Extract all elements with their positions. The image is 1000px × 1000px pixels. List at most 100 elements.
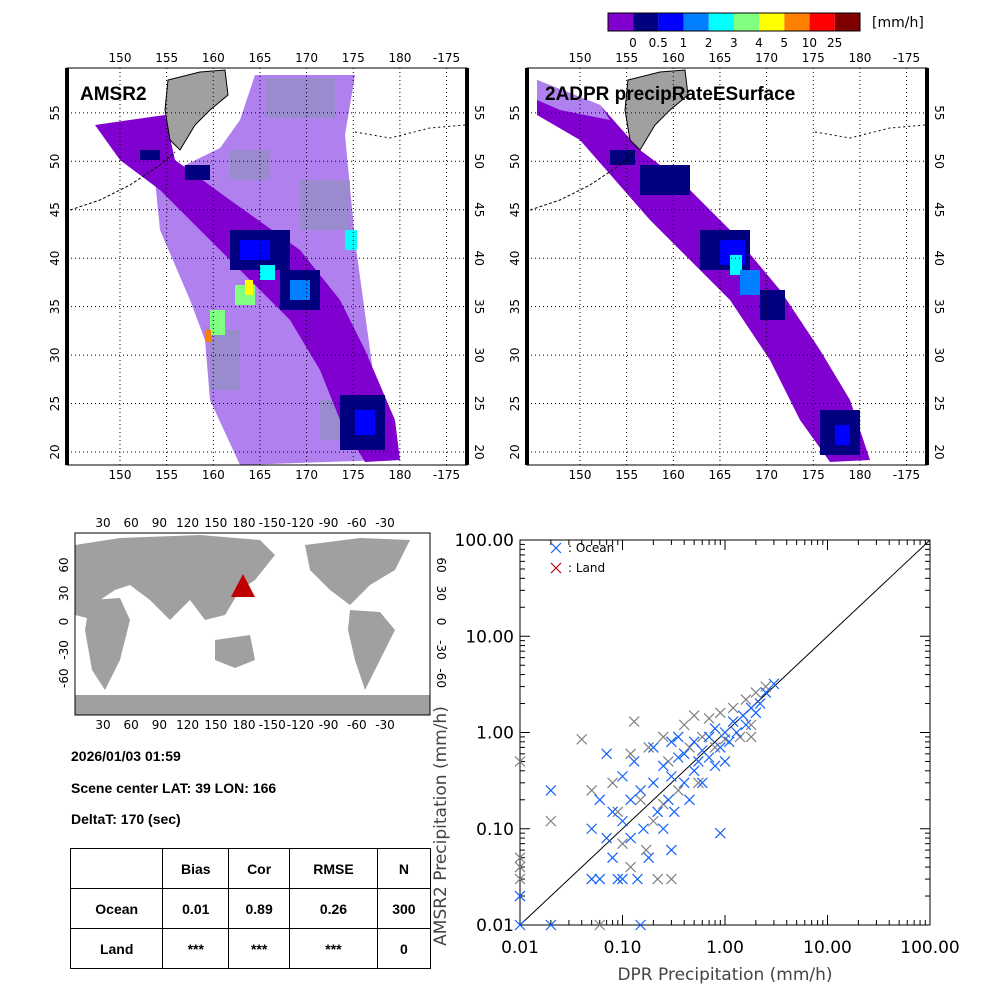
- colorbar-label: 5: [780, 36, 788, 50]
- scatter-point-other: [678, 719, 690, 731]
- lon-tick-label-bottom: 165: [708, 468, 731, 482]
- scatter-point-ocean: [703, 752, 715, 763]
- coastline: [354, 124, 466, 139]
- scatter-point-ocean: [643, 852, 655, 864]
- scatter-point-other: [665, 873, 677, 885]
- colorbar-label: 3: [730, 36, 738, 50]
- lon-tick-label-bottom: -175: [433, 468, 460, 482]
- colorbar-swatch: [658, 13, 684, 31]
- colorbar-swatch: [834, 13, 860, 31]
- coastline: [814, 124, 926, 139]
- world-lon-label-bottom: 90: [152, 718, 167, 732]
- scatter-point-ocean: [657, 823, 669, 835]
- scatter-point-other: [688, 710, 700, 721]
- amsr2-map-axes: 150 150 155 155 160 160 165 165 170 170 175 175 180 1…: [48, 51, 486, 482]
- scatter-point-other: [514, 873, 526, 885]
- scatter-point-ocean: [617, 873, 628, 885]
- lat-tick-label-left: 40: [508, 251, 522, 266]
- colorbar-swatch: [708, 13, 734, 31]
- colorbar-label: 0.5: [649, 36, 668, 50]
- x-tick-label: 1.00: [706, 938, 744, 958]
- scatter-point-other: [612, 806, 624, 818]
- scatter-point-ocean: [678, 777, 690, 789]
- lat-tick-label-left: 25: [48, 396, 62, 411]
- lat-tick-label-left: 50: [48, 154, 62, 169]
- y-tick-label: 0.01: [476, 916, 514, 936]
- scatter-point-ocean: [684, 794, 695, 806]
- scatter-point-other: [643, 741, 655, 753]
- lat-tick-label-right: 55: [472, 105, 486, 120]
- cell: ***: [228, 928, 291, 969]
- world-lon-label-top: -30: [375, 516, 395, 530]
- colorbar-label: 0: [629, 36, 637, 50]
- lat-tick-label-left: 30: [508, 347, 522, 362]
- world-lon-label-top: 180: [233, 516, 256, 530]
- lat-tick-label-right: 20: [472, 444, 486, 459]
- lat-tick-label-left: 45: [48, 202, 62, 217]
- legend-label: : Land: [568, 561, 605, 575]
- scatter-point-ocean: [652, 806, 664, 818]
- x-tick-label: 10.00: [803, 938, 852, 958]
- scatter-point-other: [727, 702, 739, 714]
- scatter-point-ocean: [617, 815, 628, 827]
- world-lon-label-bottom: 120: [176, 718, 199, 732]
- lat-tick-label-right: 35: [932, 299, 946, 314]
- scatter-point-other: [635, 794, 646, 806]
- lat-tick-label-right: 40: [472, 251, 486, 266]
- lat-tick-label-right: 45: [472, 202, 486, 217]
- scatter-point-ocean: [665, 844, 677, 856]
- scatter-point-ocean: [714, 827, 726, 839]
- lat-tick-label-left: 30: [48, 347, 62, 362]
- world-map-axes: 303060609090120120150150180180-150-150-1…: [57, 516, 448, 732]
- world-lon-label-bottom: -30: [375, 718, 395, 732]
- scatter-point-ocean: [657, 760, 669, 772]
- colorbar-label: 25: [827, 36, 842, 50]
- scatter-point-ocean: [612, 873, 624, 885]
- table-row-land: Land *** *** *** 0: [69, 928, 432, 969]
- world-lat-label-left: 30: [57, 586, 71, 601]
- lon-tick-label-bottom: 170: [295, 468, 318, 482]
- world-map: [74, 532, 431, 716]
- scatter-point-ocean: [688, 736, 700, 748]
- lon-tick-label-top: 150: [569, 51, 592, 65]
- scatter-point-other: [594, 919, 606, 931]
- scatter-point-other: [647, 815, 659, 827]
- world-lon-label-bottom: 30: [95, 718, 110, 732]
- scatter-point-ocean: [719, 756, 731, 767]
- lon-tick-label-bottom: 165: [248, 468, 271, 482]
- legend-label: : Ocean: [568, 541, 614, 555]
- lat-tick-label-right: 45: [932, 202, 946, 217]
- lat-tick-label-right: 55: [932, 105, 946, 120]
- lon-tick-label-bottom: 170: [755, 468, 778, 482]
- lon-tick-label-top: -175: [433, 51, 460, 65]
- world-lat-label-right: 60: [434, 557, 448, 572]
- lon-tick-label-top: 155: [615, 51, 638, 65]
- lon-tick-label-top: 155: [155, 51, 178, 65]
- world-lon-label-top: 120: [176, 516, 199, 530]
- coastline: [529, 151, 636, 211]
- lon-tick-label-bottom: 180: [388, 468, 411, 482]
- scatter-point-other: [607, 777, 618, 789]
- world-lat-label-left: 0: [57, 618, 71, 626]
- scatter-point-other: [714, 707, 726, 719]
- lat-tick-label-left: 50: [508, 154, 522, 169]
- scatter-point-other: [617, 838, 628, 850]
- scatter-plot: 0.010.01 0.10 0.10 1.00 1.00 10.00 10.00 100.00…: [431, 531, 960, 985]
- scene-location-marker: [231, 574, 255, 597]
- lat-tick-label-left: 45: [508, 202, 522, 217]
- row-label: Land: [69, 928, 164, 969]
- colorbar-swatch: [608, 13, 634, 31]
- scatter-point-ocean: [740, 719, 752, 731]
- scatter-point-ocean: [662, 794, 674, 806]
- lat-tick-label-left: 55: [508, 105, 522, 120]
- scatter-point-ocean: [635, 785, 646, 796]
- scatter-point-ocean: [709, 760, 721, 772]
- scatter-point-ocean: [514, 890, 526, 902]
- y-tick-label: 100.00: [455, 531, 514, 551]
- scatter-point-ocean: [601, 748, 613, 760]
- scatter-point-ocean: [754, 698, 766, 709]
- world-lon-label-bottom: 180: [233, 718, 256, 732]
- scatter-point-ocean: [637, 823, 649, 835]
- world-lon-label-top: 150: [204, 516, 227, 530]
